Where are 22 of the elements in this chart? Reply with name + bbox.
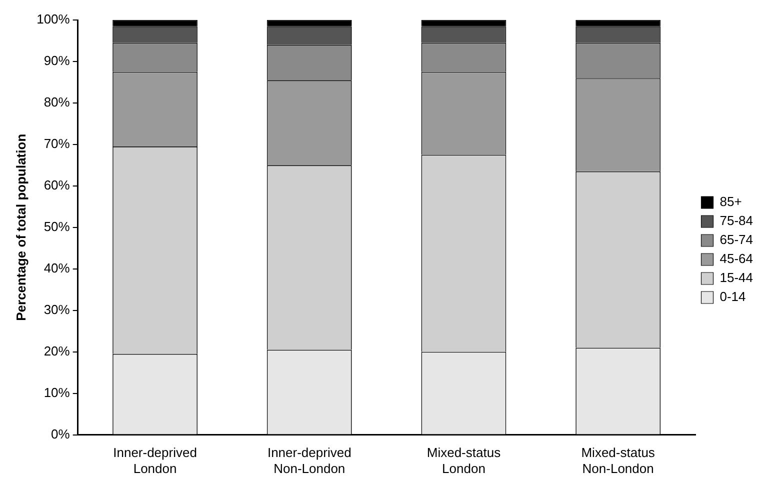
y-tick-label: 40% [44, 260, 70, 276]
x-tick-label: Mixed-status London [426, 445, 502, 476]
legend-label: 65-74 [720, 232, 753, 248]
y-axis-title: Percentage of total population [13, 134, 28, 321]
x-tick-label: Inner-deprived Non-London [267, 445, 352, 476]
legend-label: 0-14 [720, 289, 746, 304]
legend-label: 15-44 [720, 270, 753, 286]
legend-label: 85+ [720, 194, 742, 210]
y-tick-label: 60% [44, 178, 70, 192]
y-tick-label: 10% [44, 384, 70, 400]
y-tick-label: 30% [44, 302, 70, 317]
y-tick-label: 80% [44, 94, 70, 110]
y-tick-label: 100% [36, 12, 70, 27]
y-tick-label: 90% [44, 53, 70, 68]
y-tick-label: 50% [44, 218, 70, 234]
y-tick-label: 20% [44, 343, 70, 358]
legend-label: 45-64 [720, 251, 753, 266]
x-tick-label: Mixed-status Non-London [581, 445, 656, 476]
y-tick-label: 70% [44, 136, 70, 152]
y-tick-label: 0% [51, 426, 70, 442]
x-tick-label: Inner-deprived London [113, 445, 197, 476]
legend-label: 75-84 [720, 213, 753, 228]
